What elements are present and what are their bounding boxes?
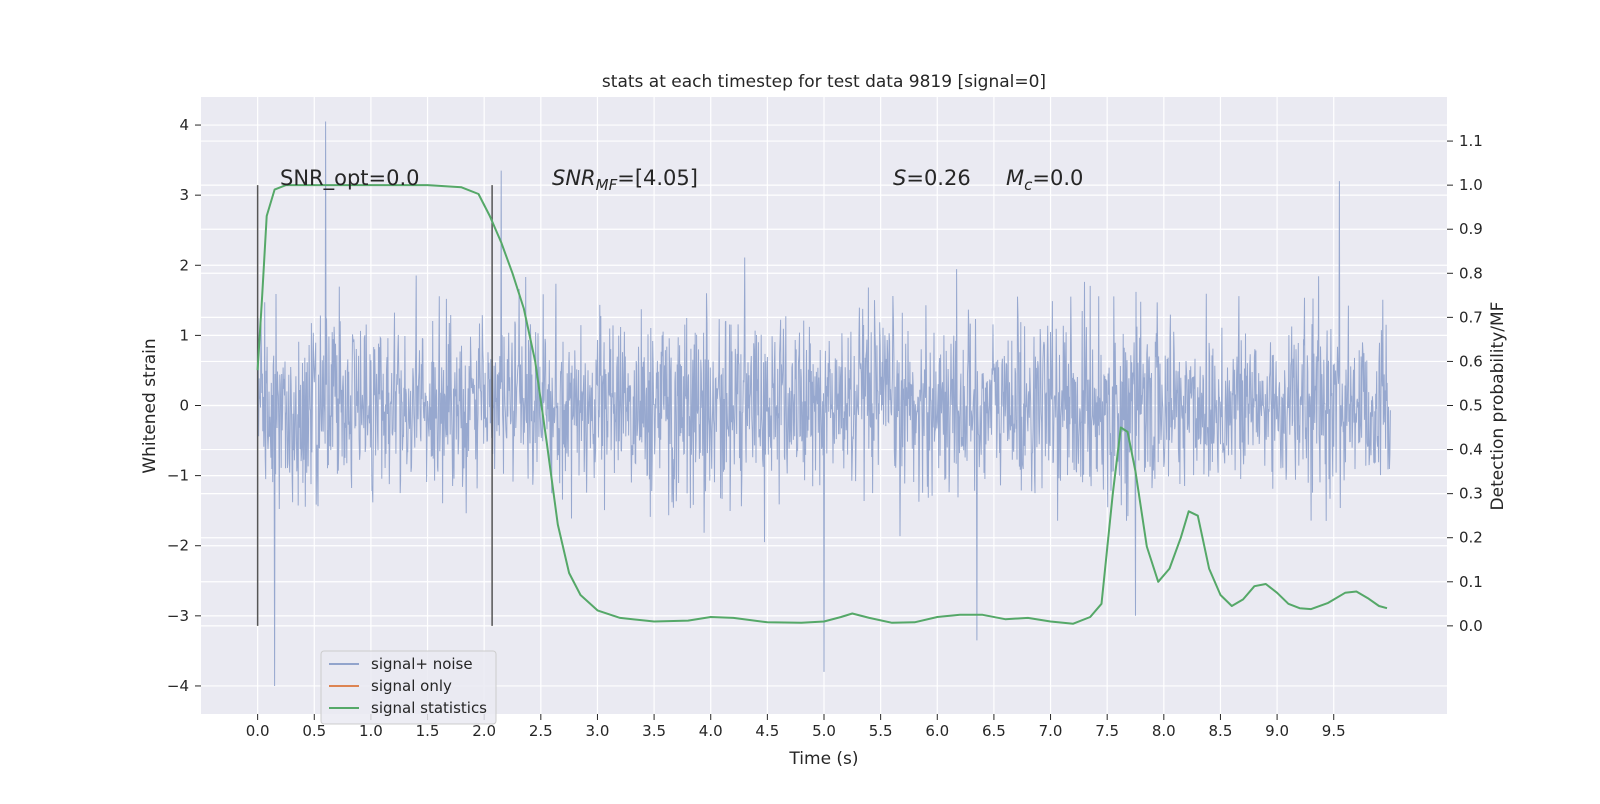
y-tick-label: 1 [179,326,189,344]
y-tick-label: −4 [167,677,189,695]
y2-tick-label: 0.8 [1459,264,1483,282]
x-tick-label: 6.5 [982,722,1006,740]
x-tick-label: 6.0 [925,722,949,740]
x-tick-label: 4.0 [699,722,723,740]
series-signal-statistics [256,184,1388,625]
x-tick-label: 0.5 [302,722,326,740]
x-tick-label: 7.0 [1039,722,1063,740]
x-tick-label: 3.5 [642,722,666,740]
x-tick-label: 4.5 [755,722,779,740]
x-tick-label: 0.0 [246,722,270,740]
legend: signal+ noise signal only signal statist… [320,650,497,725]
y2-tick-label: 0.1 [1459,573,1483,591]
annotation-mc: Mc=0.0 [1006,166,1083,194]
ticks: 0.0 0.5 1.0 1.5 2.0 2.5 3.0 3.5 4.0 4.5 5.0 5.5 6.0 6… [167,116,1483,740]
annotation-s-label: S [893,166,906,190]
annotation-mc-value: =0.0 [1032,166,1083,190]
annotation-mc-base: M [1006,166,1024,190]
y2-tick-label: 1.0 [1459,176,1483,194]
y2-tick-label: 0.6 [1459,352,1483,370]
x-axis-label: Time (s) [788,749,858,769]
x-tick-label: 7.5 [1095,722,1119,740]
annotation-snr-mf-value: =[4.05] [617,166,698,190]
x-tick-label: 1.5 [416,722,440,740]
x-tick-label: 3.0 [586,722,610,740]
y2-tick-label: 1.1 [1459,132,1483,150]
y-tick-label: −2 [167,537,189,555]
x-tick-label: 5.5 [869,722,893,740]
y2-tick-label: 0.5 [1459,397,1483,415]
x-tick-label: 2.0 [472,722,496,740]
annotation-snr-opt: SNR_opt=0.0 [280,166,420,191]
x-tick-label: 8.0 [1152,722,1176,740]
annotation-mc-sub: c [1024,176,1033,194]
annotation-snr-mf-sub: MF [596,176,618,194]
x-tick-label: 5.0 [812,722,836,740]
x-tick-label: 2.5 [529,722,553,740]
chart-title: stats at each timestep for test data 981… [602,72,1046,92]
y2-tick-label: 0.3 [1459,485,1483,503]
legend-label-signal-plus-noise: signal+ noise [371,655,473,673]
annotation-snr-mf: SNRMF=[4.05] [552,166,698,194]
y-tick-label: 2 [179,256,189,274]
y2-tick-label: 0.9 [1459,220,1483,238]
annotation-s: S=0.26 [893,166,971,190]
y2-tick-label: 0.4 [1459,441,1483,459]
y-tick-label: 4 [179,116,189,134]
annotation-s-value: =0.26 [906,166,970,190]
y-tick-label: 0 [179,397,189,415]
legend-label-signal-statistics: signal statistics [371,699,487,717]
annotation-snr-mf-base: SNR [552,166,596,190]
signal-statistics-line [256,184,1388,625]
vertical-markers [256,185,493,626]
x-tick-label: 1.0 [359,722,383,740]
legend-label-signal-only: signal only [371,677,452,695]
y2-tick-label: 0.7 [1459,308,1483,326]
y-tick-label: −3 [167,607,189,625]
y2-tick-label: 0.2 [1459,529,1483,547]
legend-box [320,650,497,725]
y2-tick-label: 0.0 [1459,617,1483,635]
y-tick-label: 3 [179,186,189,204]
x-tick-label: 9.0 [1265,722,1289,740]
y-axis-label: Whitened strain [140,338,160,473]
y-tick-label: −1 [167,467,189,485]
series-signal-plus-noise [257,121,1391,687]
y2-axis-label: Detection probability/MF [1488,302,1508,511]
signal-plus-noise-line [257,121,1391,687]
x-tick-label: 9.5 [1322,722,1346,740]
x-tick-label: 8.5 [1209,722,1233,740]
